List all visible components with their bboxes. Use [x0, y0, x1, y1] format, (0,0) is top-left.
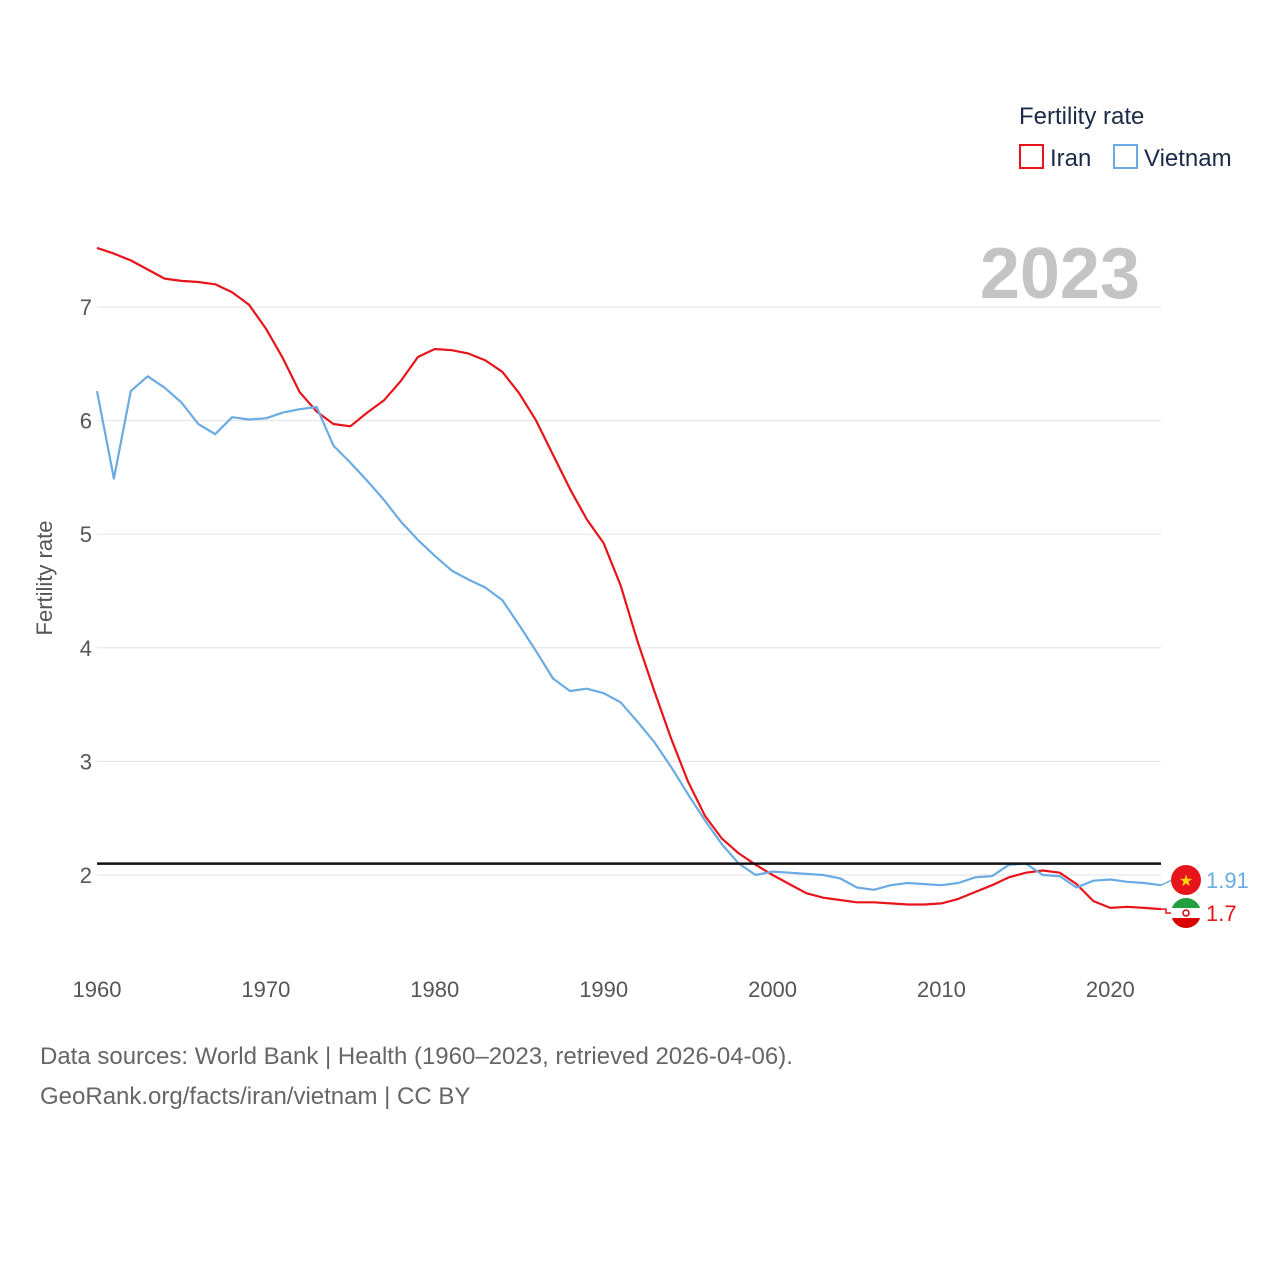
legend-swatch-vietnam[interactable]	[1113, 144, 1138, 169]
end-label-vietnam: 1.91	[1206, 868, 1249, 893]
y-tick-label: 7	[80, 295, 92, 320]
flag-star-icon: ★	[1179, 873, 1193, 890]
vietnam-connector	[1160, 879, 1173, 886]
end-label-iran: 1.7	[1206, 901, 1237, 926]
series-line-vietnam[interactable]	[95, 375, 1162, 891]
legend-swatch-iran[interactable]	[1019, 144, 1044, 169]
series-lines	[95, 246, 1162, 911]
legend-label-iran[interactable]: Iran	[1050, 145, 1091, 172]
legend-title: Fertility rate	[1019, 103, 1144, 130]
y-tick-label: 4	[80, 636, 92, 661]
vietnam-flag-icon	[1171, 865, 1201, 895]
x-tick-label: 1970	[241, 977, 290, 1002]
series-line-iran[interactable]	[96, 246, 1162, 911]
iran-flag-icon	[1171, 898, 1201, 928]
y-axis-title: Fertility rate	[32, 521, 57, 636]
x-tick-label: 2000	[748, 977, 797, 1002]
source-url-text[interactable]: GeoRank.org/facts/iran/vietnam | CC BY	[40, 1083, 471, 1110]
iran-connector	[1161, 908, 1172, 914]
y-tick-label: 6	[80, 409, 92, 434]
y-tick-label: 5	[80, 522, 92, 547]
x-tick-label: 1990	[579, 977, 628, 1002]
x-tick-label: 1960	[73, 977, 122, 1002]
year-label: 2023	[980, 234, 1140, 314]
legend-label-vietnam[interactable]: Vietnam	[1144, 145, 1232, 172]
x-tick-label: 2020	[1086, 977, 1135, 1002]
data-source-text: Data sources: World Bank | Health (1960–…	[40, 1043, 793, 1070]
y-tick-label: 2	[80, 863, 92, 888]
x-tick-label: 2010	[917, 977, 966, 1002]
x-tick-label: 1980	[410, 977, 459, 1002]
gridlines	[97, 306, 1161, 876]
y-tick-label: 3	[80, 749, 92, 774]
y-axis-ticks: 2 3 4 5 6 7	[80, 295, 92, 888]
x-axis-ticks: 1960 1970 1980 1990 2000 2010 2020	[73, 977, 1135, 1002]
legend[interactable]: Fertility rate Iran Vietnam	[1019, 103, 1232, 172]
end-markers: ★ 1.91 1.7	[1160, 865, 1249, 928]
